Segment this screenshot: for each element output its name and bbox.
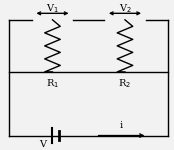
Text: R$_2$: R$_2$ — [118, 77, 132, 90]
Text: V$_2$: V$_2$ — [119, 2, 131, 15]
Text: V$_1$: V$_1$ — [46, 2, 59, 15]
Text: i: i — [120, 121, 123, 130]
Text: R$_1$: R$_1$ — [46, 77, 59, 90]
Text: V: V — [39, 140, 46, 149]
